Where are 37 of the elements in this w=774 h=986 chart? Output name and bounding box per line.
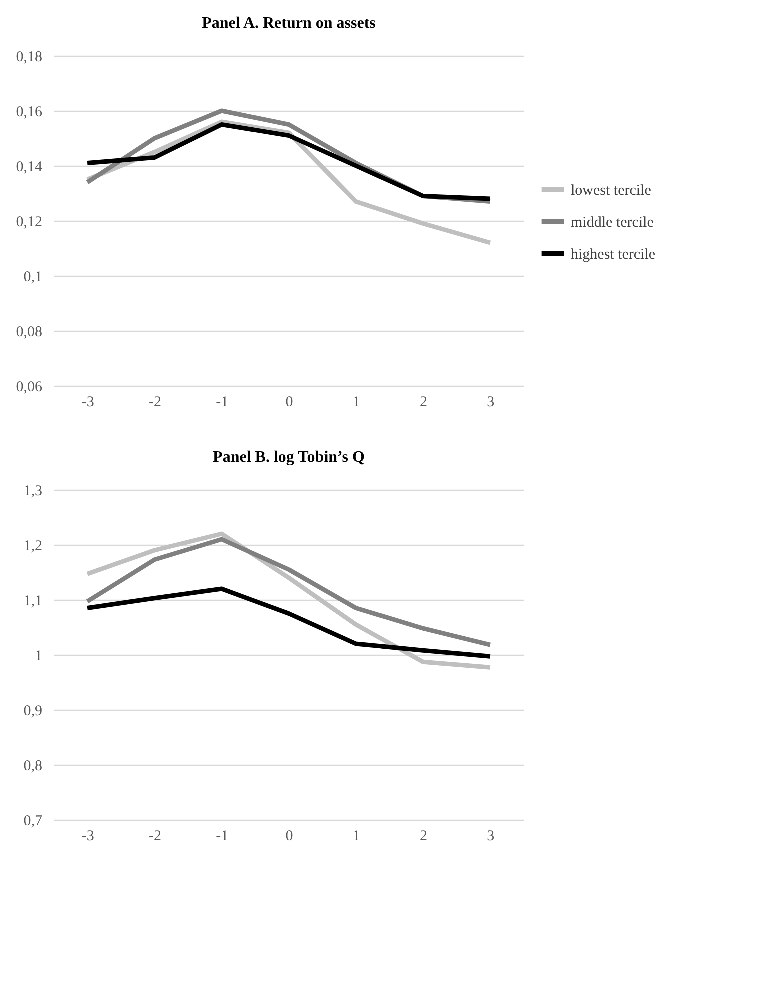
y-tick-label: 0,08 <box>16 324 42 340</box>
x-tick-label: 0 <box>286 394 294 410</box>
legend-label: highest tercile <box>571 247 656 263</box>
y-tick-label: 1,1 <box>24 594 42 610</box>
x-tick-label: -1 <box>216 828 229 844</box>
y-tick-label: 0,9 <box>24 704 42 720</box>
y-tick-label: 0,8 <box>24 758 42 774</box>
x-tick-label: -2 <box>148 394 162 410</box>
legend-label: middle tercile <box>571 215 654 231</box>
chart-title: Panel A. Return on assets <box>202 15 376 32</box>
x-tick-label: -3 <box>82 394 94 410</box>
y-tick-label: 0,18 <box>16 50 42 66</box>
line-series <box>85 532 493 670</box>
y-tick-label: 0,1 <box>24 270 42 286</box>
y-tick-label: 1 <box>35 648 42 664</box>
y-tick-label: 1,3 <box>24 484 42 500</box>
y-tick-label: 0,12 <box>16 214 42 230</box>
y-tick-label: 0,7 <box>24 814 43 830</box>
y-tick-label: 0,16 <box>16 104 43 120</box>
y-tick-label: 0,14 <box>16 160 43 176</box>
line-series <box>85 586 493 659</box>
x-tick-label: 1 <box>352 828 360 844</box>
x-tick-label: 3 <box>487 394 495 410</box>
x-tick-label: 1 <box>352 394 360 410</box>
x-tick-label: 2 <box>420 394 428 410</box>
x-tick-label: -3 <box>82 828 94 844</box>
x-tick-label: 3 <box>487 828 495 844</box>
line-series <box>85 537 493 648</box>
legend-label: lowest tercile <box>571 183 652 199</box>
x-tick-label: 0 <box>286 828 294 844</box>
chart-title: Panel B. log Tobin’s Q <box>213 449 365 466</box>
y-tick-label: 1,2 <box>24 538 42 554</box>
x-tick-label: -2 <box>148 828 162 844</box>
x-tick-label: -1 <box>216 394 229 410</box>
x-tick-label: 2 <box>420 828 428 844</box>
line-series <box>85 122 493 202</box>
y-tick-label: 0,06 <box>16 380 43 396</box>
